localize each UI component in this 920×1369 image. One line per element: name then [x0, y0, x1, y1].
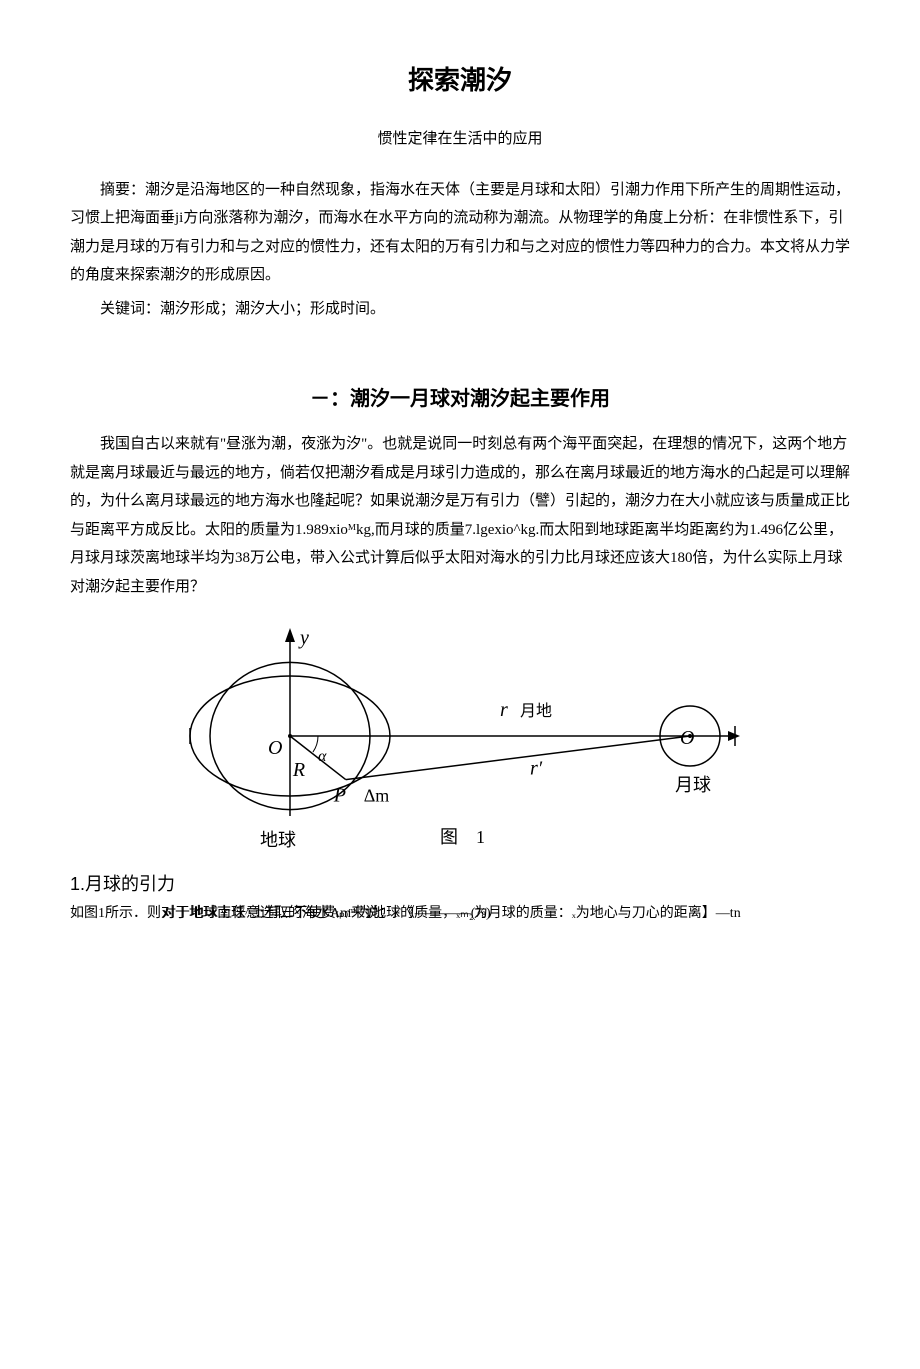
svg-text:Δm: Δm [364, 786, 390, 806]
svg-text:月地: 月地 [520, 702, 552, 720]
figure-1-container: y OαR P Δm r 月地 r′ O 地球 月球图 1 [70, 621, 850, 860]
svg-text:r′: r′ [530, 758, 543, 780]
svg-text:图 1: 图 1 [440, 827, 485, 847]
equation-overlay: 对于地球上任意选取的海水Am来说：F《————(⅞) [162, 903, 491, 925]
svg-text:月球: 月球 [675, 775, 711, 795]
subsection-1-title: 1.月球的引力 [70, 870, 850, 899]
svg-text:α: α [318, 748, 327, 765]
svg-text:O: O [680, 727, 694, 749]
svg-text:O: O [268, 737, 282, 759]
svg-text:r: r [500, 699, 508, 721]
section-1-title: －：潮汐一月球对潮汐起主要作用 [70, 383, 850, 415]
svg-text:地球: 地球 [260, 830, 296, 850]
abstract-text: 摘要：潮汐是沿海地区的一种自然现象，指海水在天体（主要是月球和太阳）引潮力作用下… [70, 176, 850, 290]
figure-1-svg: y OαR P Δm r 月地 r′ O 地球 月球图 1 [150, 621, 770, 851]
section-1-body: 我国自古以来就有"昼涨为潮，夜涨为汐"。也就是说同一时刻总有两个海平面突起，在理… [70, 430, 850, 601]
page-subtitle: 惯性定律在生活中的应用 [70, 127, 850, 151]
svg-text:R: R [292, 759, 305, 781]
svg-text:y: y [298, 627, 309, 649]
page-title: 探索潮汐 [70, 60, 850, 102]
keywords-text: 关键词：潮汐形成；潮汐大小；形成时间。 [70, 295, 850, 324]
equation-line: 如图1所示．则对于地球南球^土有三不使费₍ₚ₎ᵐᴵ为地球的质量，ₓₘ₂为月球的质… [70, 903, 850, 925]
svg-text:P: P [333, 785, 346, 807]
